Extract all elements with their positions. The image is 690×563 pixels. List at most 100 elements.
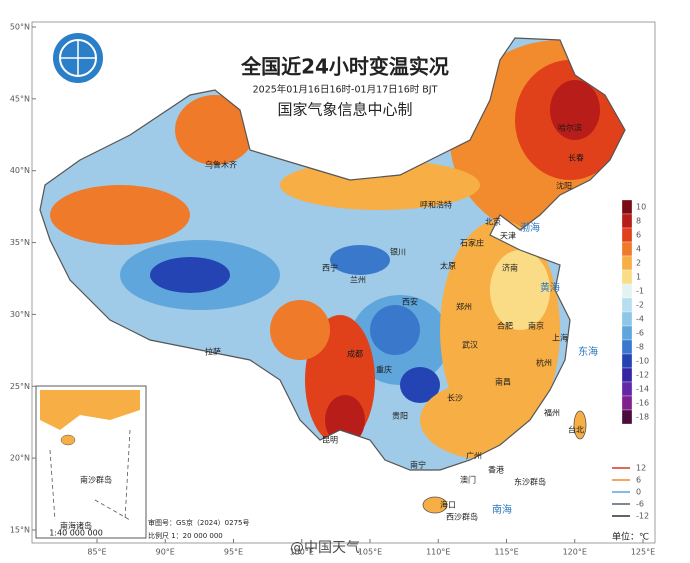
legend-swatch: [621, 381, 633, 397]
sea: 黄海: [540, 281, 560, 294]
taiwan: [573, 410, 587, 440]
lat-label: 20°N: [10, 454, 30, 463]
legend-swatch: [621, 227, 633, 243]
city: 武汉: [462, 340, 478, 350]
city: 西安: [402, 297, 418, 307]
city: 昆明: [322, 436, 338, 445]
china-border: [39, 37, 626, 471]
island: 西沙群岛: [446, 512, 478, 522]
city: 台北: [568, 425, 584, 435]
title: 全国近24小时变温实况: [240, 55, 449, 79]
lon-label: 110°E: [426, 548, 450, 557]
logo: [53, 33, 103, 83]
legend-label: -4: [636, 315, 644, 324]
inset-scale: 1:40 000 000: [49, 529, 103, 538]
legend-swatch: [621, 353, 633, 369]
city: 广州: [466, 451, 482, 461]
contour-label: 0: [636, 488, 641, 497]
legend-swatch: [621, 255, 633, 271]
lon-label: 120°E: [563, 548, 587, 557]
city: 银川: [390, 247, 406, 257]
legend-swatch: [621, 283, 633, 299]
legend-label: -10: [636, 357, 649, 366]
island: 南沙群岛: [80, 475, 112, 485]
lat-label: 40°N: [10, 166, 30, 175]
legend-swatch: [621, 339, 633, 355]
city: 济南: [502, 263, 518, 273]
sea: 东海: [578, 345, 598, 358]
sea-labels: 渤海 黄海 东海 南海 东沙群岛 西沙群岛: [446, 221, 598, 522]
legend-label: -18: [636, 413, 649, 422]
city: 天津: [500, 231, 516, 241]
city: 呼和浩特: [420, 200, 452, 210]
city: 上海: [552, 333, 568, 343]
city: 南昌: [495, 377, 511, 387]
lat-label: 45°N: [10, 94, 30, 103]
legend-swatch: [621, 311, 633, 327]
lon-label: 95°E: [224, 548, 243, 557]
agency: 国家气象信息中心制: [277, 101, 412, 119]
map-scale: 比例尺 1：20 000 000: [148, 531, 223, 540]
city: 沈阳: [556, 181, 572, 191]
lat-label: 25°N: [10, 382, 30, 391]
city: 石家庄: [460, 238, 484, 248]
legend-label: 8: [636, 217, 641, 226]
city: 成都: [347, 349, 363, 359]
city: 贵阳: [392, 411, 408, 421]
legend-label: -12: [636, 371, 649, 380]
city: 合肥: [497, 321, 513, 331]
legend-swatch: [621, 367, 633, 383]
inset: 南海诸岛 1:40 000 000 南沙群岛: [35, 385, 147, 539]
legend-label: -6: [636, 329, 644, 338]
legend-label: -16: [636, 399, 649, 408]
approval-number: 审图号：GS京（2024）0275号: [148, 518, 250, 527]
legend-label: 6: [636, 231, 641, 240]
lon-label: 85°E: [87, 548, 106, 557]
legend-label: -8: [636, 343, 644, 352]
legend-swatch: [621, 297, 633, 313]
legend-swatch: [621, 269, 633, 285]
lon-label: 90°E: [156, 548, 175, 557]
city: 福州: [544, 409, 560, 418]
lat-label: 30°N: [10, 310, 30, 319]
legend-swatch: [621, 241, 633, 257]
city-labels: 乌鲁木齐 呼和浩特 北京 天津 石家庄 太原 济南 银川 西宁 兰州 西安 郑州…: [205, 123, 584, 510]
city: 兰州: [350, 275, 366, 285]
city: 乌鲁木齐: [205, 160, 237, 170]
city: 长沙: [447, 393, 463, 403]
generated: 50°N 45°N 40°N 35°N 30°N 25°N 20°N 15°N 85°E 90°E…: [10, 23, 655, 557]
legend-swatch: [621, 325, 633, 341]
city: 太原: [440, 261, 456, 271]
inset-title: 南海诸岛: [60, 521, 92, 531]
legend-label: 2: [636, 259, 641, 268]
city: 杭州: [536, 358, 552, 368]
legend-swatch: [621, 395, 633, 411]
city: 香港: [488, 465, 504, 475]
legend-label: 10: [636, 203, 646, 212]
legend-label: 1: [636, 273, 641, 282]
city: 北京: [485, 217, 501, 227]
lat-label: 15°N: [10, 525, 30, 534]
lat-label: 35°N: [10, 238, 30, 247]
sea: 渤海: [520, 221, 540, 234]
contour-label: -6: [636, 500, 644, 509]
legend-label: -1: [636, 287, 644, 296]
city: 海口: [440, 500, 456, 510]
contour-label: 6: [636, 476, 641, 485]
lon-label: 105°E: [358, 548, 382, 557]
lat-label: 50°N: [10, 23, 30, 32]
city: 长春: [568, 153, 584, 163]
lon-label: 100°E: [290, 548, 314, 557]
city: 澳门: [460, 475, 476, 485]
city: 拉萨: [205, 347, 221, 357]
city: 重庆: [376, 365, 392, 375]
contour-label: -12: [636, 512, 649, 521]
legend-label: -14: [636, 385, 649, 394]
city: 西宁: [322, 263, 338, 273]
watermark: @中国天气: [290, 540, 360, 556]
legend-label: -2: [636, 301, 644, 310]
legend-swatch: [621, 409, 633, 425]
contour-label: 12: [636, 464, 646, 473]
city: 南京: [528, 321, 544, 331]
